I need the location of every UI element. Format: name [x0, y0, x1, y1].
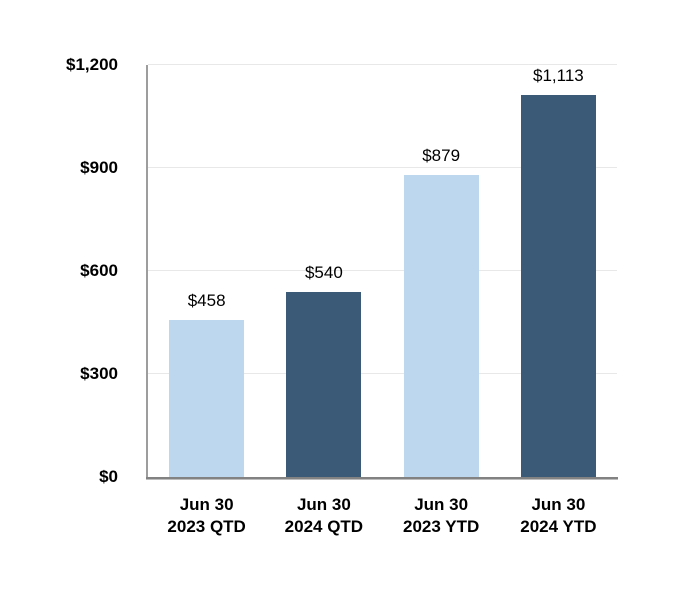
x-tick-label: Jun 30 2024 QTD	[285, 494, 363, 538]
plot-area: $458 $540 $879 $1,113	[146, 64, 618, 479]
bar	[286, 291, 362, 477]
x-tick-label-line: 2023 YTD	[403, 517, 480, 536]
x-tick-label-line: 2024 YTD	[520, 517, 597, 536]
x-tick-label: Jun 30 2024 YTD	[520, 494, 596, 538]
gridline	[148, 373, 617, 374]
y-axis-line	[146, 65, 148, 477]
bar-value-label: $1,113	[533, 65, 584, 85]
bar	[169, 319, 245, 477]
bar-value-label: $458	[187, 290, 226, 310]
x-tick-label-line: 2024 QTD	[284, 517, 364, 536]
x-tick-label-line: Jun 30	[414, 495, 469, 514]
y-tick-label: $1,200	[66, 55, 118, 74]
y-tick-label: $300	[80, 364, 118, 383]
x-tick-label: Jun 30 2023 YTD	[403, 494, 479, 538]
gridline	[148, 64, 617, 65]
x-tick-label: Jun 30 2023 QTD	[167, 494, 245, 538]
x-axis-line	[146, 477, 618, 479]
x-tick-label-line: Jun 30	[296, 495, 351, 514]
x-tick-label-line: Jun 30	[531, 495, 586, 514]
bar-value-label: $540	[304, 262, 343, 282]
y-tick-label: $600	[80, 261, 118, 280]
bar	[520, 94, 596, 477]
x-tick-label-line: 2023 QTD	[167, 517, 246, 536]
bar-value-label: $879	[422, 146, 461, 166]
x-tick-label-line: Jun 30	[179, 495, 234, 514]
y-tick-label: $900	[80, 158, 118, 177]
y-tick-label: $0	[99, 467, 118, 486]
gridline	[148, 270, 617, 271]
bar	[403, 175, 479, 477]
gridline	[148, 167, 617, 168]
